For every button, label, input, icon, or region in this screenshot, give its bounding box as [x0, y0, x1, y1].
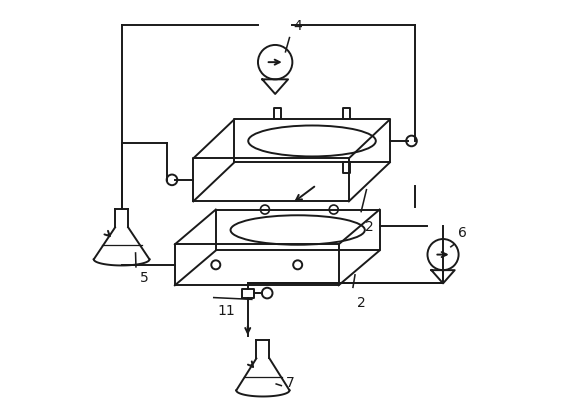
- Text: 4: 4: [294, 20, 302, 34]
- Text: 2: 2: [365, 220, 374, 234]
- Text: 2: 2: [357, 295, 366, 310]
- Text: 5: 5: [140, 271, 149, 285]
- Text: 11: 11: [218, 304, 236, 318]
- Text: 6: 6: [458, 226, 467, 240]
- Text: 7: 7: [285, 376, 294, 390]
